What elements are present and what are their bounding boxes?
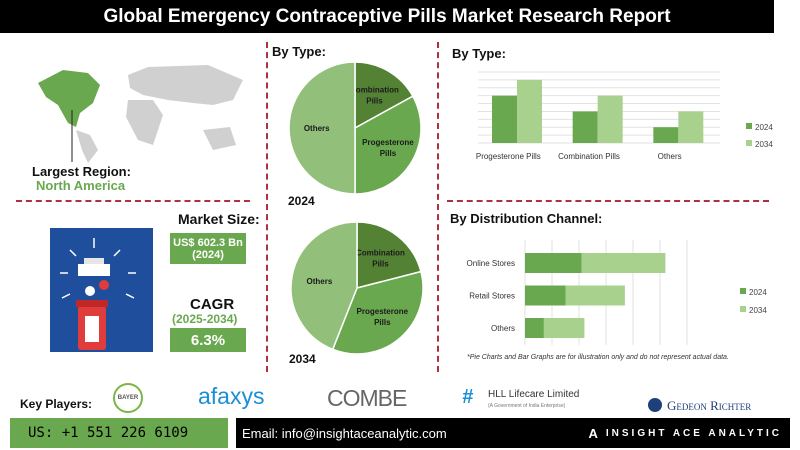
legend-label: 2024 — [755, 123, 773, 132]
legend-swatch — [746, 123, 752, 129]
bar — [525, 318, 544, 338]
pie-slice — [331, 270, 424, 355]
category-label: Combination Pills — [558, 152, 620, 161]
bar — [565, 285, 625, 306]
hll-icon: # — [462, 386, 474, 408]
category-label: Retail Stores — [469, 292, 515, 301]
pie-slice-label: Pills — [366, 97, 383, 106]
pie-year-label: 2034 — [289, 352, 316, 366]
pie-slice — [288, 61, 356, 195]
afaxys-logo: afaxys — [198, 383, 265, 409]
brand-icon: A — [588, 425, 598, 441]
phone-number: US: +1 551 226 6109 — [10, 418, 228, 448]
key-players-label: Key Players: — [20, 397, 93, 411]
legend-swatch — [740, 288, 746, 294]
market-size-label: Market Size: — [178, 211, 260, 227]
bar — [597, 95, 623, 143]
largest-region-label: Largest Region: — [32, 164, 131, 179]
footer-bar: Email: info@insightaceanalytic.com A INS… — [236, 418, 790, 448]
bar — [543, 318, 585, 338]
email: Email: info@insightaceanalytic.com — [242, 425, 447, 441]
pie-year-label: 2024 — [288, 194, 315, 208]
bar — [525, 285, 566, 306]
pie-chart-2024: Combination Pills Progesterone Pills Others — [288, 61, 422, 195]
gedeon-richter-logo: Gedeon Richter — [667, 398, 752, 413]
brand-name: INSIGHT ACE ANALYTIC — [605, 427, 782, 439]
divider — [266, 42, 268, 372]
market-size-year: (2024) — [192, 248, 224, 261]
bar-chart-distribution: Online Stores Retail Stores Others 2024 2034 — [467, 240, 767, 345]
pie-slice-label: Progesterone — [357, 307, 409, 316]
pie-slice — [290, 221, 358, 351]
bar — [525, 253, 582, 273]
pie-slice-label: Pills — [380, 149, 397, 158]
pie-slice-label: Pills — [374, 318, 391, 327]
legend-label: 2034 — [755, 140, 773, 149]
gedeon-richter-icon — [648, 398, 662, 412]
pie-slice-label: Combination — [350, 86, 399, 95]
legend-swatch — [746, 140, 752, 146]
bar-heading: By Type: — [452, 46, 506, 61]
pie-slice-label: Others — [304, 124, 330, 133]
legend-label: 2024 — [749, 288, 767, 297]
divider — [16, 200, 250, 202]
market-size-value: US$ 602.3 Bn — [173, 236, 243, 249]
cagr-value: 6.3% — [170, 328, 246, 352]
pie-slice — [356, 221, 422, 289]
category-label: Others — [491, 324, 515, 333]
bar — [517, 79, 542, 143]
divider — [447, 200, 769, 202]
pie-slice-label: Progesterone — [362, 138, 414, 147]
footnote: *Pie Charts and Bar Graphs are for illus… — [467, 354, 729, 361]
cagr-label: CAGR — [190, 296, 235, 313]
largest-region-value: North America — [36, 178, 126, 193]
pie-slice — [354, 61, 414, 130]
bayer-logo: BAYER — [113, 383, 143, 413]
category-label: Online Stores — [467, 259, 515, 268]
world-map — [38, 65, 243, 163]
divider — [437, 42, 439, 372]
bar — [653, 127, 679, 143]
bar — [572, 111, 598, 143]
bar-heading: By Distribution Channel: — [450, 211, 603, 226]
bar — [492, 95, 517, 143]
pie-slice-label: Pills — [372, 259, 389, 268]
pie-slice — [354, 95, 422, 195]
hll-subtitle: (A Government of India Enterprise) — [488, 403, 566, 409]
pie-chart-2034: Combination Pills Progesterone Pills Others — [290, 221, 424, 355]
pill-bottle-illustration — [50, 228, 153, 352]
report-title: Global Emergency Contraceptive Pills Mar… — [0, 0, 774, 33]
market-size-box: US$ 602.3 Bn (2024) — [170, 233, 246, 264]
combe-logo: COMBE — [327, 385, 407, 411]
hll-logo: HLL Lifecare Limited — [488, 389, 580, 400]
pie-slice-label: Others — [306, 277, 332, 286]
pie-heading: By Type: — [272, 44, 326, 59]
legend-swatch — [740, 306, 746, 312]
bar — [678, 111, 704, 143]
cagr-period: (2025-2034) — [172, 312, 238, 326]
bar-chart-by-type: Progesterone Pills Combination Pills Other… — [476, 71, 773, 161]
legend-label: 2034 — [749, 306, 767, 315]
bar — [581, 253, 666, 273]
category-label: Others — [658, 152, 682, 161]
pie-slice-label: Combination — [356, 248, 405, 257]
category-label: Progesterone Pills — [476, 152, 541, 161]
